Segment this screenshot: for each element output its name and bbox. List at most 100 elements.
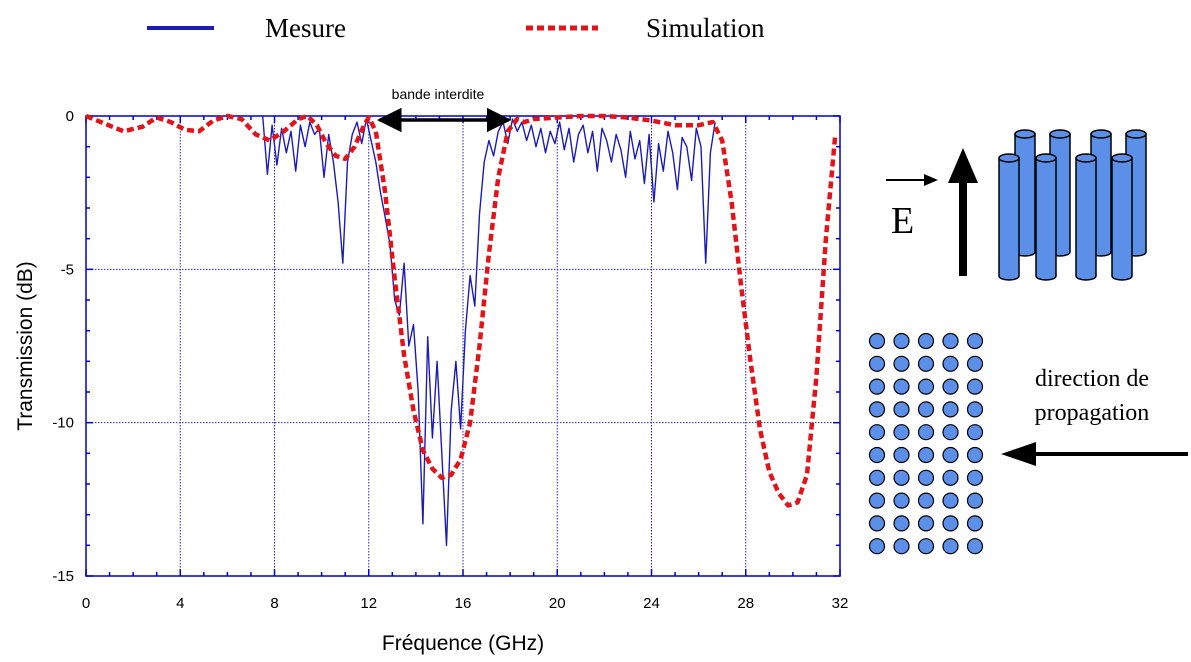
lattice-dot [917,355,935,372]
lattice-dot [942,492,959,509]
lattice-dot [868,469,886,486]
lattice-dot [893,401,910,418]
propagation-label-line2: propagation [1035,400,1150,426]
x-tick-label: 16 [455,595,472,612]
lattice-dot [917,469,935,486]
lattice-dot [966,515,984,532]
lattice-dot [942,469,959,486]
rods-illustration [998,129,1147,281]
lattice-dot [966,401,984,418]
y-tick-label: -15 [52,568,74,585]
rod-body [998,157,1020,281]
legend: Mesure Simulation [147,13,765,43]
series-layer [85,113,838,546]
field-vector-head [924,174,938,186]
lattice-dot [917,378,935,395]
y-axis-title: Transmission (dB) [14,261,37,431]
x-tick-label: 8 [270,595,278,612]
rod-top [1111,153,1133,163]
lattice-dot [917,492,935,509]
propagation-label-line1: direction de [1035,366,1149,392]
lattice-dot [868,492,886,509]
rod-top [998,153,1020,163]
rod [998,153,1020,281]
lattice-dot [966,332,984,350]
lattice-dot [942,515,959,532]
lattice-dot [893,515,910,532]
y-tick-label: -5 [61,261,74,278]
grid [86,116,840,576]
series-measure-line [262,115,716,546]
lattice-dot [942,401,959,418]
lattice-dot [868,378,886,395]
series-simulation-line [85,113,838,508]
lattice-dot [868,355,886,372]
lattice-dot [917,515,935,532]
rod [1111,153,1133,281]
legend-simulation-label: Simulation [646,13,765,43]
x-axis-title: Fréquence (GHz) [382,632,544,655]
lattice-dot [966,378,984,395]
rod-body [1075,157,1097,281]
lattice-dot [893,424,910,441]
lattice-dot [917,401,935,418]
rod-top [1075,153,1097,163]
lattice-dot [868,446,886,464]
lattice-dot [966,538,984,555]
rod [1035,153,1057,281]
lattice-dot [893,492,910,509]
lattice-dot [868,515,886,532]
lattice-dot [966,446,984,464]
x-tick-label: 32 [832,595,849,612]
lattice-top-view [868,332,984,555]
band-gap-annotation: bande interdite [377,86,512,133]
lattice-dot [893,332,910,350]
rod-body [1111,157,1133,281]
lattice-dot [917,538,935,555]
field-label: E [891,200,914,242]
rod [1075,153,1097,281]
lattice-dot [917,446,935,464]
field-arrow-head [948,148,978,183]
y-tick-label: 0 [66,108,74,125]
rod-top [1035,153,1057,163]
rod-top [1125,129,1147,139]
lattice-dot [966,492,984,509]
propagation-arrow-head [1001,442,1036,466]
tick-labels: 0 4 8 12 16 20 24 28 32 0 -5 -10 -15 [52,108,848,612]
x-tick-label: 4 [176,595,184,612]
lattice-dot [917,424,935,441]
lattice-dot [942,424,959,441]
band-gap-label: bande interdite [392,86,485,102]
lattice-dot [942,538,959,555]
lattice-dot [942,332,959,350]
lattice-dot [868,332,886,350]
y-tick-label: -10 [52,415,74,432]
lattice-dot [942,378,959,395]
lattice-dot [893,378,910,395]
rod-top [1090,129,1112,139]
x-tick-label: 24 [643,595,660,612]
propagation-annotation: direction de propagation [1001,366,1188,466]
lattice-dot [893,469,910,486]
x-tick-label: 12 [360,595,377,612]
lattice-dot [917,332,935,350]
lattice-dot [893,538,910,555]
lattice-dot [868,538,886,555]
lattice-dot [868,424,886,441]
legend-measure-label: Mesure [265,13,346,43]
x-tick-label: 0 [82,595,90,612]
electric-field-annotation: E [886,148,978,276]
lattice-dot [942,446,959,464]
rod-top [1014,129,1036,139]
lattice-dot [893,446,910,464]
lattice-dot [966,424,984,441]
rod-body [1035,157,1057,281]
lattice-dot [868,401,886,418]
lattice-dot [966,355,984,372]
lattice-dot [942,355,959,372]
x-tick-label: 20 [549,595,566,612]
rod-top [1049,129,1071,139]
x-tick-label: 28 [737,595,754,612]
